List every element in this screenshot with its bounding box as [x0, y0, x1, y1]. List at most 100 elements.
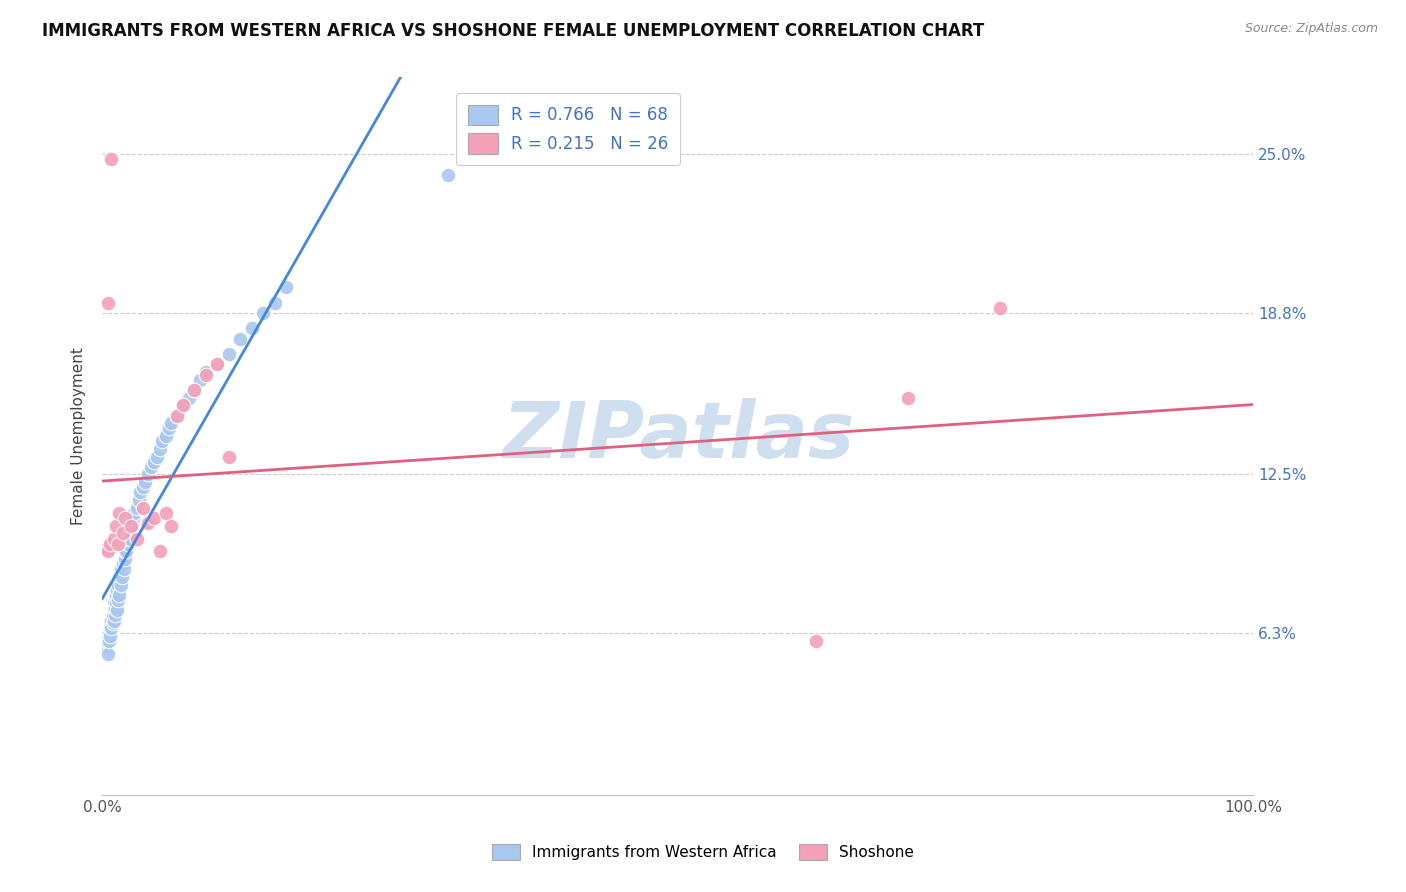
Point [110, 577, 132, 591]
Point [131, 480, 153, 494]
Point [218, 450, 240, 464]
Point [98, 634, 121, 648]
Point [129, 485, 152, 500]
Point [96, 634, 118, 648]
Point [134, 475, 156, 490]
Point [157, 421, 180, 435]
Point [111, 557, 134, 571]
Point [136, 467, 159, 482]
Point [166, 409, 188, 423]
Point [114, 552, 136, 566]
Point [897, 391, 920, 405]
Point [97, 544, 120, 558]
Point [143, 455, 166, 469]
Point [100, 153, 122, 167]
Point [107, 593, 129, 607]
Point [229, 332, 252, 346]
Point [115, 544, 138, 558]
Point [155, 429, 177, 443]
Point [101, 616, 124, 631]
Point [207, 357, 229, 371]
Point [98, 621, 121, 635]
Point [124, 506, 146, 520]
Point [94, 639, 117, 653]
Point [122, 511, 145, 525]
Point [146, 450, 169, 464]
Point [108, 570, 131, 584]
Point [111, 570, 134, 584]
Point [804, 634, 827, 648]
Point [94, 541, 117, 556]
Point [207, 357, 229, 371]
Point [120, 518, 142, 533]
Point [125, 532, 148, 546]
Point [107, 536, 129, 550]
Point [136, 516, 159, 531]
Text: ZIPatlas: ZIPatlas [502, 398, 853, 474]
Legend: Immigrants from Western Africa, Shoshone: Immigrants from Western Africa, Shoshone [486, 838, 920, 866]
Point [104, 608, 127, 623]
Point [166, 409, 188, 423]
Point [112, 562, 135, 576]
Point [103, 596, 125, 610]
Point [128, 493, 150, 508]
Point [436, 168, 458, 182]
Point [183, 383, 205, 397]
Point [105, 582, 128, 597]
Text: IMMIGRANTS FROM WESTERN AFRICA VS SHOSHONE FEMALE UNEMPLOYMENT CORRELATION CHART: IMMIGRANTS FROM WESTERN AFRICA VS SHOSHO… [42, 22, 984, 40]
Point [100, 621, 122, 635]
Point [108, 506, 131, 520]
Point [149, 442, 172, 456]
Point [149, 544, 172, 558]
Point [183, 383, 205, 397]
Legend: R = 0.766   N = 68, R = 0.215   N = 26: R = 0.766 N = 68, R = 0.215 N = 26 [456, 93, 681, 165]
Point [218, 347, 240, 361]
Point [98, 626, 121, 640]
Point [105, 588, 128, 602]
Point [160, 518, 183, 533]
Point [988, 301, 1011, 315]
Point [172, 398, 194, 412]
Point [104, 600, 127, 615]
Point [101, 608, 124, 623]
Point [97, 296, 120, 310]
Point [117, 536, 139, 550]
Point [188, 373, 211, 387]
Point [107, 577, 129, 591]
Point [105, 596, 128, 610]
Point [100, 614, 122, 628]
Point [252, 306, 274, 320]
Point [264, 296, 287, 310]
Point [118, 532, 141, 546]
Point [120, 518, 142, 533]
Point [103, 614, 125, 628]
Point [110, 562, 132, 576]
Point [125, 500, 148, 515]
Point [114, 511, 136, 525]
Point [97, 629, 120, 643]
Point [103, 532, 125, 546]
Point [97, 647, 120, 661]
Point [98, 536, 121, 550]
Point [172, 398, 194, 412]
Point [131, 500, 153, 515]
Point [114, 544, 136, 558]
Point [103, 603, 125, 617]
Point [276, 280, 298, 294]
Point [194, 365, 217, 379]
Point [105, 603, 128, 617]
Point [160, 417, 183, 431]
Point [108, 588, 131, 602]
Y-axis label: Female Unemployment: Female Unemployment [72, 347, 86, 525]
Point [177, 391, 200, 405]
Text: Source: ZipAtlas.com: Source: ZipAtlas.com [1244, 22, 1378, 36]
Point [111, 526, 134, 541]
Point [155, 506, 177, 520]
Point [105, 518, 128, 533]
Point [98, 629, 121, 643]
Point [143, 511, 166, 525]
Point [118, 532, 141, 546]
Point [139, 459, 162, 474]
Point [150, 434, 173, 449]
Point [240, 321, 263, 335]
